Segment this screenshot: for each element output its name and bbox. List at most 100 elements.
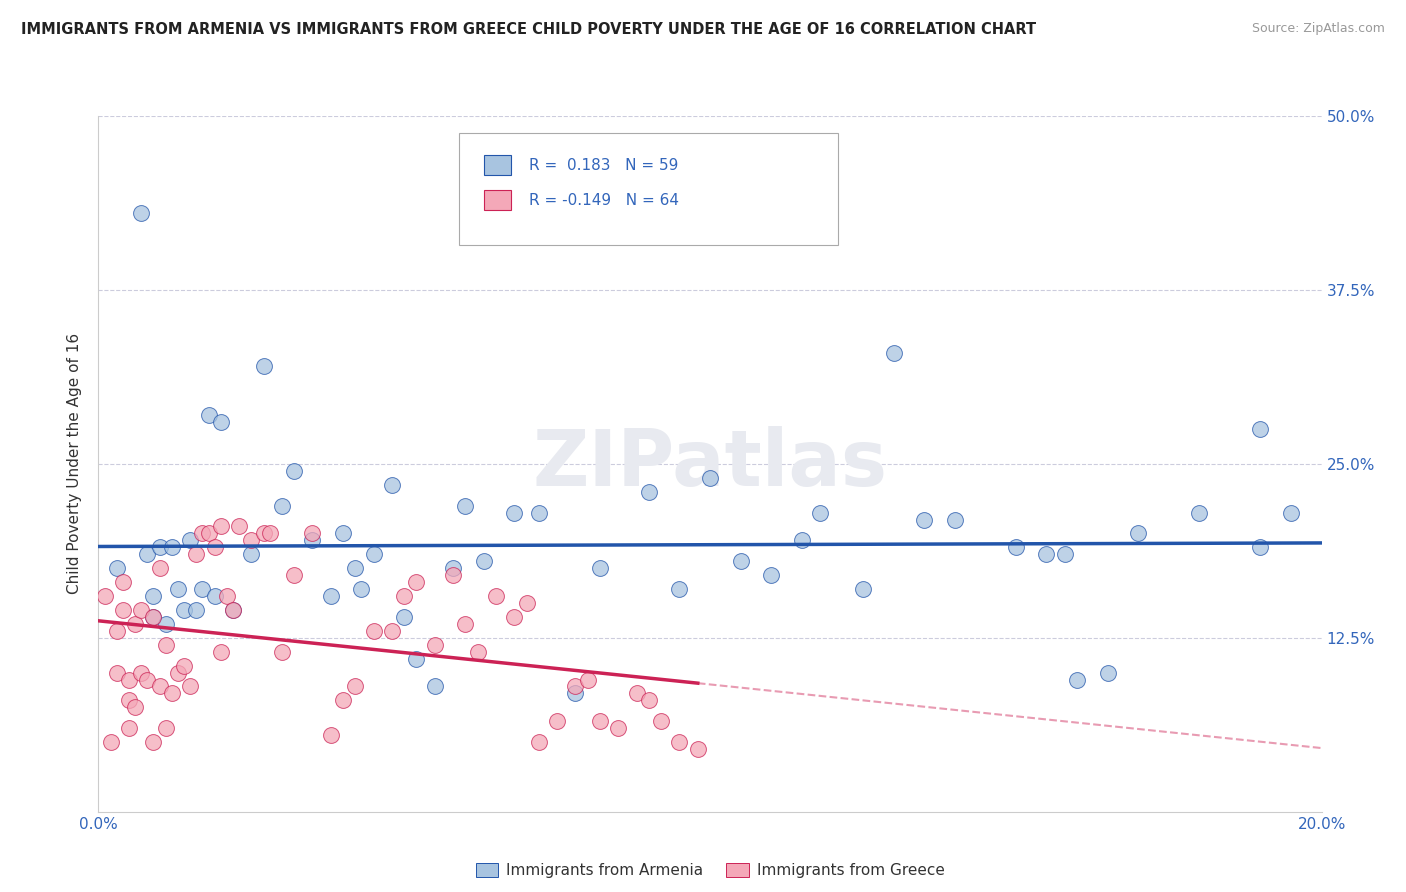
Point [686,742,709,756]
Point [589,714,612,729]
FancyBboxPatch shape [460,134,838,244]
Point [197,408,219,422]
Point [197,526,219,541]
Point [808,506,831,520]
Point [668,582,690,596]
Point [186,547,208,561]
Point [392,610,416,624]
Text: Source: ZipAtlas.com: Source: ZipAtlas.com [1251,22,1385,36]
Point [516,596,538,610]
Point [350,582,373,596]
Point [136,673,159,687]
Point [883,345,905,359]
Point [423,638,446,652]
Point [392,589,416,603]
Point [155,721,177,735]
Point [1188,506,1211,520]
Point [405,575,427,590]
Point [1066,673,1088,687]
Point [283,464,305,478]
Point [270,499,292,513]
Point [319,728,342,742]
Point [301,526,323,541]
Point [118,673,141,687]
Point [576,673,599,687]
Point [441,568,464,582]
Point [852,582,875,596]
Point [454,499,477,513]
Point [142,610,165,624]
Point [222,603,245,617]
Point [111,603,134,617]
Point [179,533,201,548]
Point [155,616,177,631]
Point [1035,547,1057,561]
Point [363,547,385,561]
Point [332,526,354,541]
Point [650,714,672,729]
Point [160,686,183,700]
Point [129,603,152,617]
Point [943,512,966,526]
Point [790,533,813,548]
Point [100,735,122,749]
Point [637,484,661,499]
Point [111,575,134,590]
Point [204,589,226,603]
Point [149,680,172,694]
Point [405,651,427,665]
Point [564,680,586,694]
Point [149,561,172,575]
Point [527,735,550,749]
Point [301,533,323,548]
FancyBboxPatch shape [484,190,510,210]
Point [204,541,226,555]
Point [546,714,568,729]
Text: IMMIGRANTS FROM ARMENIA VS IMMIGRANTS FROM GREECE CHILD POVERTY UNDER THE AGE OF: IMMIGRANTS FROM ARMENIA VS IMMIGRANTS FR… [21,22,1036,37]
Point [252,526,274,541]
Point [607,721,630,735]
Point [105,624,128,638]
Point [1249,541,1271,555]
Point [118,721,141,735]
Point [454,616,477,631]
Point [167,582,190,596]
Point [1279,506,1302,520]
Text: R = -0.149   N = 64: R = -0.149 N = 64 [529,194,679,208]
Point [209,519,232,533]
Point [668,735,690,749]
Point [1053,547,1076,561]
Point [173,658,195,673]
Point [186,603,208,617]
Point [527,506,550,520]
Legend: Immigrants from Armenia, Immigrants from Greece: Immigrants from Armenia, Immigrants from… [470,857,950,884]
Point [149,541,172,555]
Point [124,700,146,714]
Point [160,541,183,555]
Point [441,561,464,575]
Point [209,645,232,659]
Text: ZIPatlas: ZIPatlas [533,425,887,502]
Point [423,680,446,694]
Point [344,680,367,694]
Point [270,645,292,659]
Point [222,603,245,617]
Point [129,206,152,220]
Point [129,665,152,680]
Point [105,561,128,575]
Point [503,610,526,624]
Point [503,506,526,520]
Point [1249,422,1271,436]
Point [191,526,214,541]
Point [381,624,404,638]
Point [1097,665,1119,680]
Point [589,561,612,575]
Point [564,686,586,700]
Point [344,561,367,575]
Point [363,624,385,638]
Point [142,589,165,603]
Text: R =  0.183   N = 59: R = 0.183 N = 59 [529,159,678,173]
Point [472,554,495,568]
Point [626,686,648,700]
Point [637,693,661,707]
